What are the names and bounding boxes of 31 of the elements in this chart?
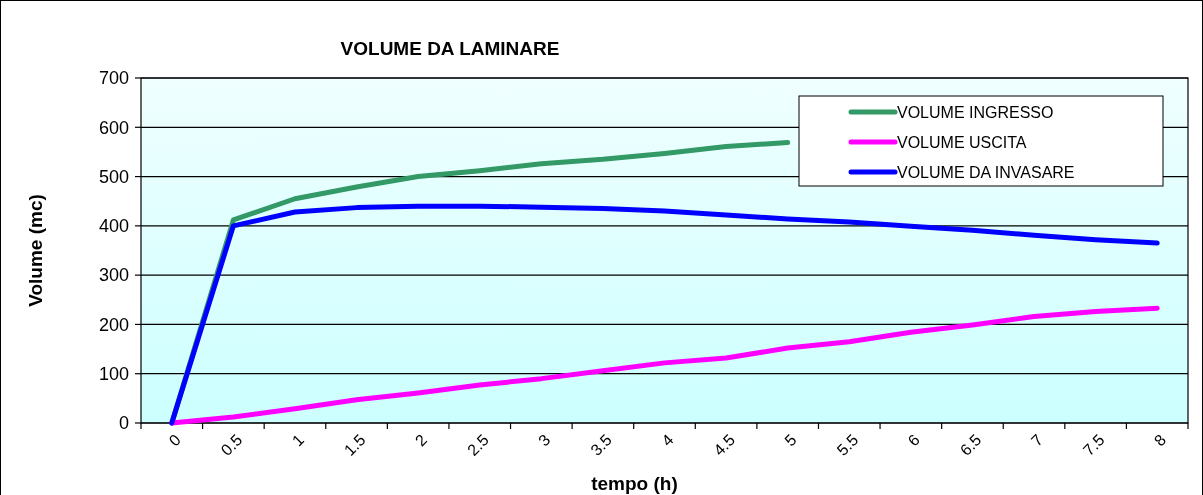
y-tick-label: 700 (98, 68, 129, 89)
x-tick-label: 3 (535, 430, 554, 450)
x-axis-title: tempo (h) (591, 473, 678, 494)
y-tick-label: 600 (98, 117, 129, 138)
legend-label: VOLUME DA INVASARE (897, 163, 1075, 181)
y-tick-label: 400 (98, 216, 129, 237)
y-axis-title: Volume (mc) (25, 194, 46, 307)
x-tick-label: 6 (904, 430, 923, 450)
x-tick-label: 0 (165, 430, 184, 450)
x-tick-label: 7 (1027, 430, 1047, 450)
y-tick-label: 200 (98, 314, 129, 335)
chart-title: VOLUME DA LAMINARE (340, 38, 560, 59)
y-tick-label: 0 (118, 413, 129, 434)
legend-label: VOLUME USCITA (897, 133, 1027, 151)
y-tick-label: 100 (98, 364, 129, 385)
x-tick-label: 2 (411, 430, 431, 450)
y-tick-label: 500 (98, 166, 129, 187)
x-tick-label: 0.5 (217, 430, 246, 459)
x-tick-label: 1.5 (340, 430, 369, 459)
x-tick-label: 1 (288, 430, 308, 450)
x-tick-label: 5.5 (833, 430, 862, 459)
x-tick-label: 6.5 (956, 430, 985, 459)
x-tick-label: 7.5 (1079, 430, 1108, 459)
x-tick-label: 5 (781, 430, 800, 450)
x-tick-label: 8 (1150, 430, 1170, 450)
x-tick-label: 2.5 (464, 430, 492, 459)
legend-label: VOLUME INGRESSO (897, 103, 1054, 121)
x-tick-label: 3.5 (587, 430, 616, 459)
y-tick-label: 300 (98, 265, 129, 286)
x-tick-label: 4.5 (710, 430, 739, 459)
x-tick-label: 4 (658, 430, 677, 450)
